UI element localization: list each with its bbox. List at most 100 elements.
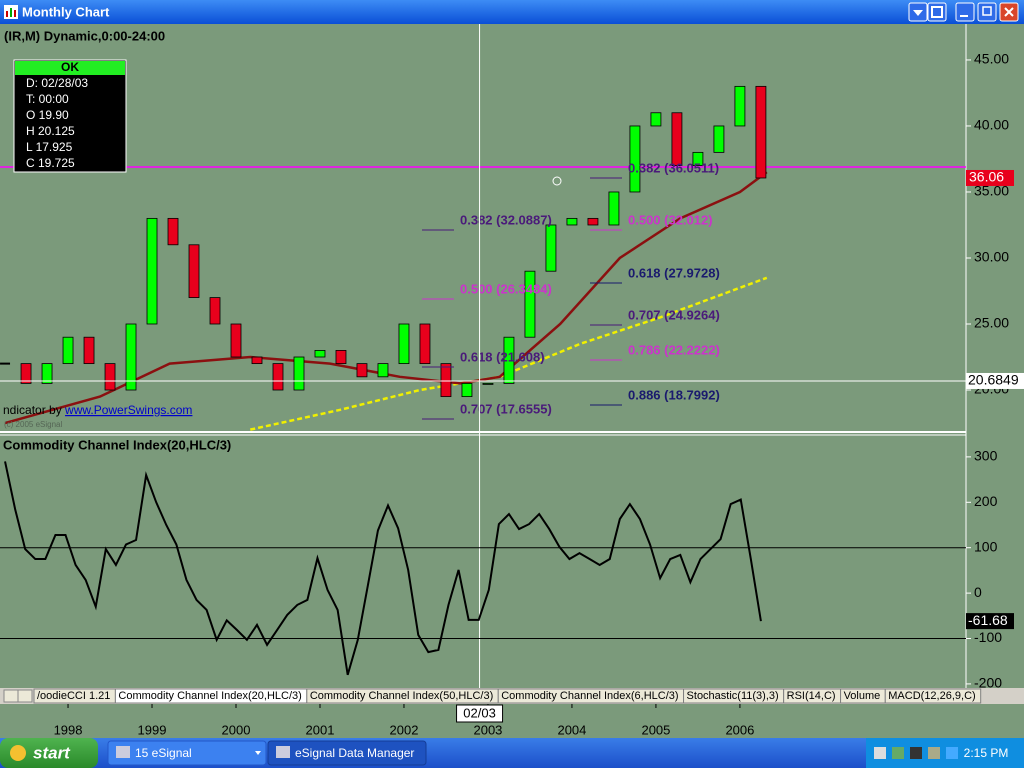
candle bbox=[104, 363, 116, 391]
credit-prefix: ndicator by bbox=[3, 403, 65, 417]
info-line: L 17.925 bbox=[26, 140, 73, 154]
candle bbox=[83, 336, 95, 365]
candle bbox=[41, 363, 53, 384]
tab-label: Commodity Channel Index(20,HLC/3) bbox=[118, 690, 301, 702]
taskbar-item-arrow bbox=[255, 751, 261, 755]
tray-icon bbox=[892, 747, 904, 759]
moving-average bbox=[4, 171, 768, 425]
crosshair-date-box bbox=[456, 704, 504, 723]
last-price-box bbox=[966, 169, 1014, 186]
candle bbox=[734, 85, 746, 127]
x-axis: 1998 1999 2000 2001 2002 2003 2004 2005 2006 02/0… bbox=[54, 704, 754, 737]
info-lines: D: 02/28/03 T: 00:00 O 19.90 H 20.125 L 17.9… bbox=[26, 76, 88, 170]
x-tick-label: 2006 bbox=[725, 722, 754, 737]
button-icon bbox=[960, 15, 968, 17]
fib-label: 0.707 (17.6555) bbox=[460, 401, 552, 416]
y-tick-label: 200 bbox=[974, 493, 998, 509]
taskbar-item[interactable] bbox=[107, 740, 267, 766]
y-tick-label: -100 bbox=[974, 629, 1002, 645]
tabs: /oodieCCI 1.21 Commodity Channel Index(20… bbox=[33, 688, 982, 704]
candle bbox=[545, 224, 557, 272]
y-tick-label: 30.00 bbox=[974, 249, 1009, 265]
candle bbox=[671, 112, 683, 166]
dropdown-arrow bbox=[913, 10, 923, 16]
tab-label: /oodieCCI 1.21 bbox=[37, 690, 110, 702]
app-icon-bar bbox=[14, 10, 16, 17]
start-label: start bbox=[33, 743, 71, 762]
tab-label: Volume bbox=[844, 690, 881, 702]
y-tick-label: 300 bbox=[974, 448, 998, 464]
app-icon-bar bbox=[6, 11, 8, 17]
x-tick-label: 2002 bbox=[390, 722, 419, 737]
minimize-button[interactable] bbox=[955, 2, 975, 22]
y-tick-label: 40.00 bbox=[974, 117, 1009, 133]
taskbar-item-label: eSignal Data Manager bbox=[295, 746, 414, 760]
candle bbox=[125, 323, 137, 391]
button-icon bbox=[982, 6, 992, 16]
candle bbox=[755, 85, 767, 179]
candle bbox=[398, 323, 410, 365]
taskbar-item[interactable] bbox=[267, 740, 427, 766]
start-button[interactable] bbox=[0, 738, 98, 768]
symbol-line: (IR,M) Dynamic,0:00-24:00 bbox=[4, 28, 165, 43]
last-price-label: 36.06 bbox=[969, 169, 1004, 185]
tray-icon bbox=[874, 747, 886, 759]
price-panel: 45.0040.0035.0030.0025.0020.0036.060.382… bbox=[0, 24, 1024, 688]
candle bbox=[566, 217, 578, 226]
info-line: C 19.725 bbox=[26, 156, 75, 170]
cci-panel: 300 200 100 0 -100 -200 -61.68 bbox=[0, 448, 1014, 691]
tab-scroll-left[interactable] bbox=[3, 689, 19, 703]
candle bbox=[440, 363, 452, 398]
button-icon bbox=[931, 6, 943, 18]
candle bbox=[692, 151, 704, 166]
credit-link[interactable]: www.PowerSwings.com bbox=[64, 403, 192, 417]
fib-label: 0.500 (26.3484) bbox=[460, 281, 552, 296]
candle bbox=[377, 363, 389, 378]
candle bbox=[230, 323, 242, 358]
window-title: Monthly Chart bbox=[22, 4, 110, 19]
tab-label: Stochastic(11(3),3) bbox=[687, 690, 779, 702]
y-tick-label: 45.00 bbox=[974, 51, 1009, 67]
candle bbox=[629, 125, 641, 193]
candle bbox=[503, 336, 515, 384]
cci-line bbox=[4, 461, 762, 676]
y-tick-label: 35.00 bbox=[974, 183, 1009, 199]
tab-label: RSI(14,C) bbox=[787, 690, 836, 702]
candle bbox=[209, 297, 221, 325]
info-line: H 20.125 bbox=[26, 124, 75, 138]
x-tick-label: 2005 bbox=[641, 722, 670, 737]
y-tick-label: 0 bbox=[974, 584, 982, 600]
watermark: (c) 2005 eSignal bbox=[4, 420, 62, 429]
trend-line bbox=[250, 276, 768, 431]
tray-icon bbox=[946, 747, 958, 759]
clock: 2:15 PM bbox=[964, 746, 1009, 760]
fib-label: 0.886 (18.7992) bbox=[628, 387, 720, 402]
credit-text: ndicator by www.PowerSwings.com bbox=[3, 403, 192, 417]
close-icon bbox=[1004, 7, 1014, 17]
tab-scroll-right[interactable] bbox=[17, 689, 33, 703]
taskbar-item-label: 15 eSignal bbox=[135, 746, 192, 760]
candle bbox=[293, 356, 305, 391]
candle bbox=[608, 191, 620, 226]
fib-label: 0.707 (24.9264) bbox=[628, 307, 720, 322]
tab-label: MACD(12,26,9,C) bbox=[888, 690, 975, 702]
cci-last-box bbox=[966, 613, 1014, 630]
maximize-button[interactable] bbox=[977, 2, 997, 22]
info-box-header bbox=[15, 61, 125, 75]
crosshair-date-label: 02/03 bbox=[463, 705, 496, 720]
x-tick-label: 1998 bbox=[54, 722, 83, 737]
app-icon-bar bbox=[10, 8, 12, 17]
info-line: D: 02/28/03 bbox=[26, 76, 88, 90]
y-tick-label: -200 bbox=[974, 675, 1002, 691]
cci-title: Commodity Channel Index(20,HLC/3) bbox=[3, 437, 231, 452]
fib-label: 0.618 (21.608) bbox=[460, 349, 545, 364]
candle bbox=[587, 217, 599, 226]
x-tick-label: 2001 bbox=[306, 722, 335, 737]
fib-label: 0.618 (27.9728) bbox=[628, 265, 720, 280]
crosshair-price-box bbox=[966, 372, 1024, 389]
crosshair-price-label: 20.6849 bbox=[968, 372, 1019, 388]
candle bbox=[713, 125, 725, 153]
restore-chart-button[interactable] bbox=[927, 2, 947, 22]
tab[interactable] bbox=[884, 688, 982, 704]
